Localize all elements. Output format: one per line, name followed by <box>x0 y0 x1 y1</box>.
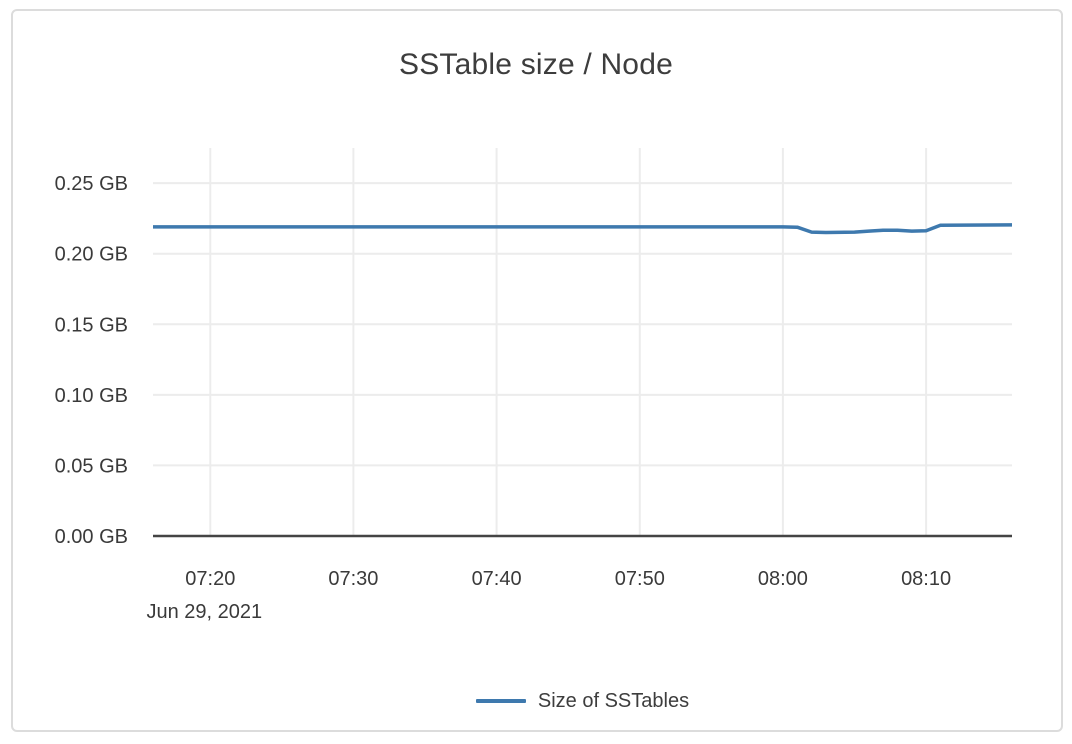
y-tick-label: 0.10 GB <box>55 385 128 407</box>
x-tick-label: 07:20 <box>185 568 235 590</box>
x-tick-label: 08:10 <box>901 568 951 590</box>
chart-card <box>11 9 1063 732</box>
x-tick-label: 08:00 <box>758 568 808 590</box>
y-tick-label: 0.05 GB <box>55 455 128 477</box>
legend-label: Size of SSTables <box>537 689 690 712</box>
legend-item-size-of-sstables[interactable]: Size of SSTables <box>475 689 690 713</box>
y-tick-label: 0.00 GB <box>55 526 128 548</box>
y-tick-label: 0.25 GB <box>55 173 128 195</box>
x-axis-date-label: Jun 29, 2021 <box>146 601 262 623</box>
legend: Size of SSTables <box>153 688 1012 714</box>
chart-title: SSTable size / Node <box>399 48 673 81</box>
x-tick-label: 07:40 <box>472 568 522 590</box>
series-line-size-of-sstables[interactable] <box>153 223 1013 235</box>
legend-line-swatch <box>475 699 526 703</box>
x-tick-label: 07:30 <box>328 568 378 590</box>
x-tick-label: 07:50 <box>615 568 665 590</box>
y-tick-label: 0.20 GB <box>55 244 128 266</box>
y-tick-label: 0.15 GB <box>55 314 128 336</box>
